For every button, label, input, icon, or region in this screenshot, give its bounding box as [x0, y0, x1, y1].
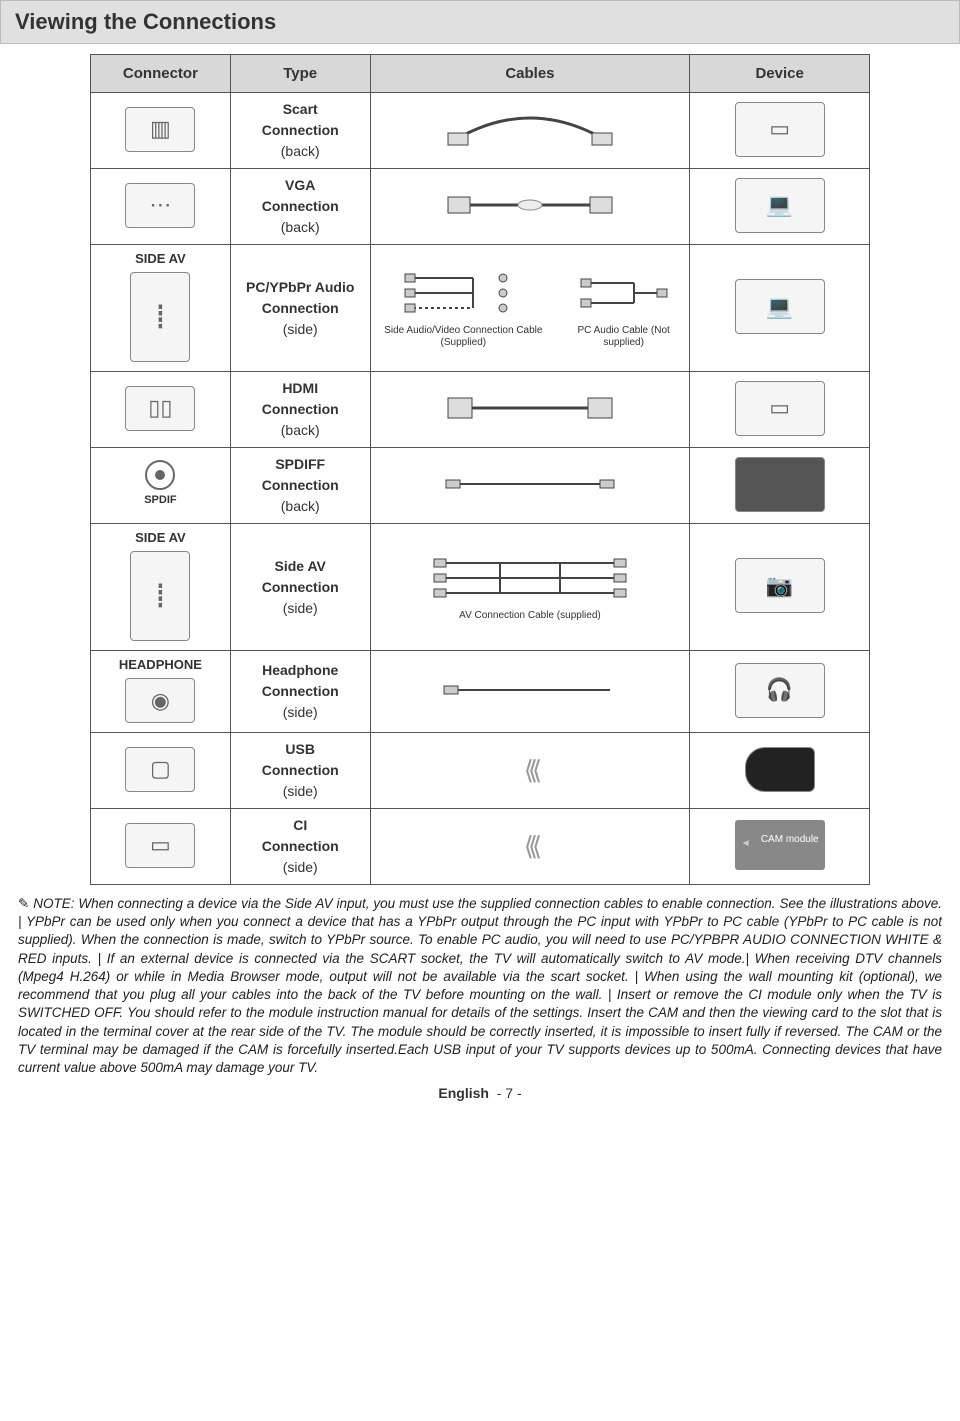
- table-row: USB Connection (side) ⟨⟨⟨: [91, 733, 870, 809]
- type-name: Side AV: [235, 556, 366, 577]
- type-sub: Connection: [235, 836, 366, 857]
- hdmi-port-icon: [125, 386, 195, 431]
- note-body: NOTE: When connecting a device via the S…: [18, 896, 942, 1075]
- page-footer: English - 7 -: [0, 1085, 960, 1101]
- ci-slot-icon: [125, 823, 195, 868]
- pencil-icon: ✎: [18, 896, 33, 911]
- table-row: SPDIF SPDIFF Connection (back): [91, 448, 870, 524]
- type-name: USB: [235, 739, 366, 760]
- headphones-device-icon: [735, 663, 825, 718]
- table-row: Scart Connection (back): [91, 93, 870, 169]
- player-device-icon: [735, 381, 825, 436]
- side-av-port-icon: [130, 272, 190, 362]
- type-sub: Connection: [235, 120, 366, 141]
- amplifier-device-icon: [735, 457, 825, 512]
- type-name: PC/YPbPr Audio: [235, 277, 366, 298]
- table-row: SIDE AV PC/YPbPr Audio Connection (side): [91, 245, 870, 372]
- note-text: ✎ NOTE: When connecting a device via the…: [0, 895, 960, 1077]
- vga-port-icon: [125, 183, 195, 228]
- table-row: CI Connection (side) ⟨⟨⟨ CAM module: [91, 809, 870, 885]
- header-connector: Connector: [91, 55, 231, 93]
- av-cable-icon: [403, 268, 523, 318]
- camcorder-device-icon: [735, 558, 825, 613]
- table-row: VGA Connection (back): [91, 169, 870, 245]
- spdif-cable-icon: [440, 464, 620, 504]
- type-loc: (side): [235, 598, 366, 619]
- table-row: HEADPHONE Headphone Connection (side): [91, 651, 870, 733]
- headphone-port-icon: [125, 678, 195, 723]
- vga-cable-icon: [440, 185, 620, 225]
- type-sub: Connection: [235, 577, 366, 598]
- type-sub: Connection: [235, 681, 366, 702]
- scart-cable-icon: [440, 109, 620, 149]
- side-av-port-icon: [130, 551, 190, 641]
- table-row: HDMI Connection (back): [91, 372, 870, 448]
- table-row: SIDE AV Side AV Connection (side): [91, 524, 870, 651]
- type-sub: Connection: [235, 196, 366, 217]
- type-name: Scart: [235, 99, 366, 120]
- type-name: Headphone: [235, 660, 366, 681]
- av-3cable-icon: [430, 553, 630, 603]
- type-loc: (side): [235, 319, 366, 340]
- scart-port-icon: [125, 107, 195, 152]
- footer-page: - 7 -: [497, 1085, 522, 1101]
- connector-label: SIDE AV: [95, 251, 226, 266]
- vcr-device-icon: [735, 102, 825, 157]
- laptop-device-icon: [735, 279, 825, 334]
- usb-stick-device-icon: [745, 747, 815, 792]
- jack-cable-icon: [440, 670, 620, 710]
- cable-sublabel: AV Connection Cable (supplied): [459, 610, 601, 622]
- type-loc: (side): [235, 857, 366, 878]
- hdmi-cable-icon: [440, 388, 620, 428]
- type-sub: Connection: [235, 399, 366, 420]
- type-loc: (back): [235, 141, 366, 162]
- spdif-port-icon: [145, 460, 175, 490]
- type-loc: (side): [235, 781, 366, 802]
- footer-language: English: [438, 1085, 489, 1101]
- page-title: Viewing the Connections: [0, 0, 960, 44]
- header-cables: Cables: [370, 55, 690, 93]
- type-sub: Connection: [235, 760, 366, 781]
- type-name: HDMI: [235, 378, 366, 399]
- arrows-icon: ⟨⟨⟨: [524, 755, 536, 785]
- cable-sublabel: PC Audio Cable (Not supplied): [562, 325, 685, 349]
- table-header-row: Connector Type Cables Device: [91, 55, 870, 93]
- cam-module-label: CAM module: [761, 834, 819, 845]
- type-loc: (back): [235, 496, 366, 517]
- type-name: VGA: [235, 175, 366, 196]
- cable-sublabel: Side Audio/Video Connection Cable (Suppl…: [375, 325, 552, 349]
- connector-label: HEADPHONE: [95, 657, 226, 672]
- type-loc: (side): [235, 702, 366, 723]
- header-device: Device: [690, 55, 870, 93]
- arrows-icon: ⟨⟨⟨: [524, 831, 536, 861]
- usb-port-icon: [125, 747, 195, 792]
- header-type: Type: [230, 55, 370, 93]
- type-name: SPDIFF: [235, 454, 366, 475]
- connections-table: Connector Type Cables Device Scart Conne…: [90, 54, 870, 885]
- pc-audio-cable-icon: [579, 268, 669, 318]
- type-name: CI: [235, 815, 366, 836]
- connector-label: SPDIF: [95, 494, 226, 506]
- type-sub: Connection: [235, 475, 366, 496]
- laptop-device-icon: [735, 178, 825, 233]
- type-loc: (back): [235, 217, 366, 238]
- type-sub: Connection: [235, 298, 366, 319]
- cam-module-device-icon: CAM module: [735, 820, 825, 870]
- connector-label: SIDE AV: [95, 530, 226, 545]
- type-loc: (back): [235, 420, 366, 441]
